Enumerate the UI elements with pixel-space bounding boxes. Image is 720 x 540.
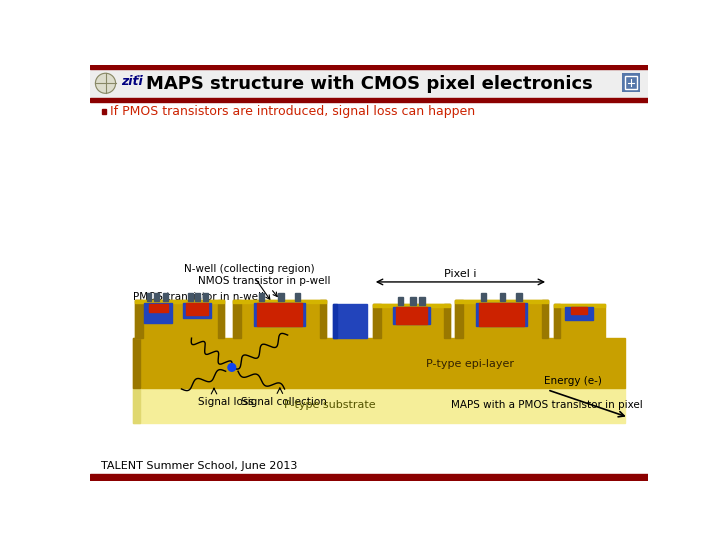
Bar [621,73,640,92]
Text: TALENT Summer School, June 2013: TALENT Summer School, June 2013 [101,461,297,471]
Bar [261,305,267,310]
Bar [481,293,486,301]
Bar [135,300,143,338]
Text: Signal collection: Signal collection [240,397,327,407]
Bar [417,309,424,314]
Text: PMOS transistor in n-well: PMOS transistor in n-well [132,292,264,309]
Bar [444,303,451,338]
Bar [195,294,200,301]
Bar [189,294,193,301]
Bar [554,303,605,338]
Bar [625,76,637,89]
Bar [482,305,489,310]
Bar [233,300,326,338]
Bar [147,293,151,301]
Bar [254,303,305,326]
Bar [149,304,168,312]
Bar [258,303,302,326]
Text: "": "" [135,75,143,84]
Bar [455,300,548,338]
Text: Signal loss: Signal loss [198,397,253,407]
Bar [90,475,648,481]
Bar [333,304,366,338]
Bar [516,293,522,301]
Bar [565,307,593,320]
Bar [90,65,648,69]
Bar [500,293,505,301]
Bar [135,300,224,303]
Bar [455,300,548,303]
Bar [397,296,403,305]
Text: If PMOS transistors are introduced, signal loss can happen: If PMOS transistors are introduced, sign… [110,105,475,118]
Text: MAPS structure with CMOS pixel electronics: MAPS structure with CMOS pixel electroni… [145,75,593,93]
Bar [373,303,451,307]
Bar [132,388,625,423]
Bar [144,303,172,323]
Circle shape [96,73,116,93]
Bar [333,304,337,338]
Text: Pixel i: Pixel i [444,269,477,279]
Bar [90,69,648,98]
Bar [476,303,527,326]
Bar [163,293,168,301]
Bar [154,293,159,301]
Bar [320,300,326,338]
Circle shape [228,363,235,372]
Text: ziti: ziti [121,75,143,88]
Bar [90,98,648,102]
Bar [203,294,208,301]
Text: N-well (collecting region): N-well (collecting region) [184,264,314,300]
Bar [455,300,463,338]
Bar [218,300,224,338]
Text: P-type substrate: P-type substrate [284,400,376,410]
Bar [393,307,431,323]
Text: P-type epi-layer: P-type epi-layer [426,359,514,369]
Bar [132,338,140,388]
Bar [419,296,425,305]
Bar [294,293,300,301]
Bar [410,296,415,305]
Bar [396,307,427,323]
Bar [373,303,451,338]
Bar [233,300,326,303]
Bar [571,307,587,314]
Bar [542,300,548,338]
Bar [135,300,224,338]
Bar [132,338,625,388]
Bar [373,303,381,338]
Bar [554,303,605,307]
Text: Energy (e-): Energy (e-) [544,376,602,386]
Bar [259,293,264,301]
Bar [233,300,241,338]
Bar [186,303,208,315]
Bar [292,305,300,310]
Bar [554,303,560,338]
Bar [399,309,406,314]
Bar [514,305,521,310]
Bar [102,109,107,114]
Text: NMOS transistor in p-well: NMOS transistor in p-well [198,276,330,296]
Text: MAPS with a PMOS transistor in pixel: MAPS with a PMOS transistor in pixel [451,400,643,410]
Bar [132,388,140,423]
Bar [479,303,524,326]
Bar [183,303,211,318]
Bar [279,293,284,301]
